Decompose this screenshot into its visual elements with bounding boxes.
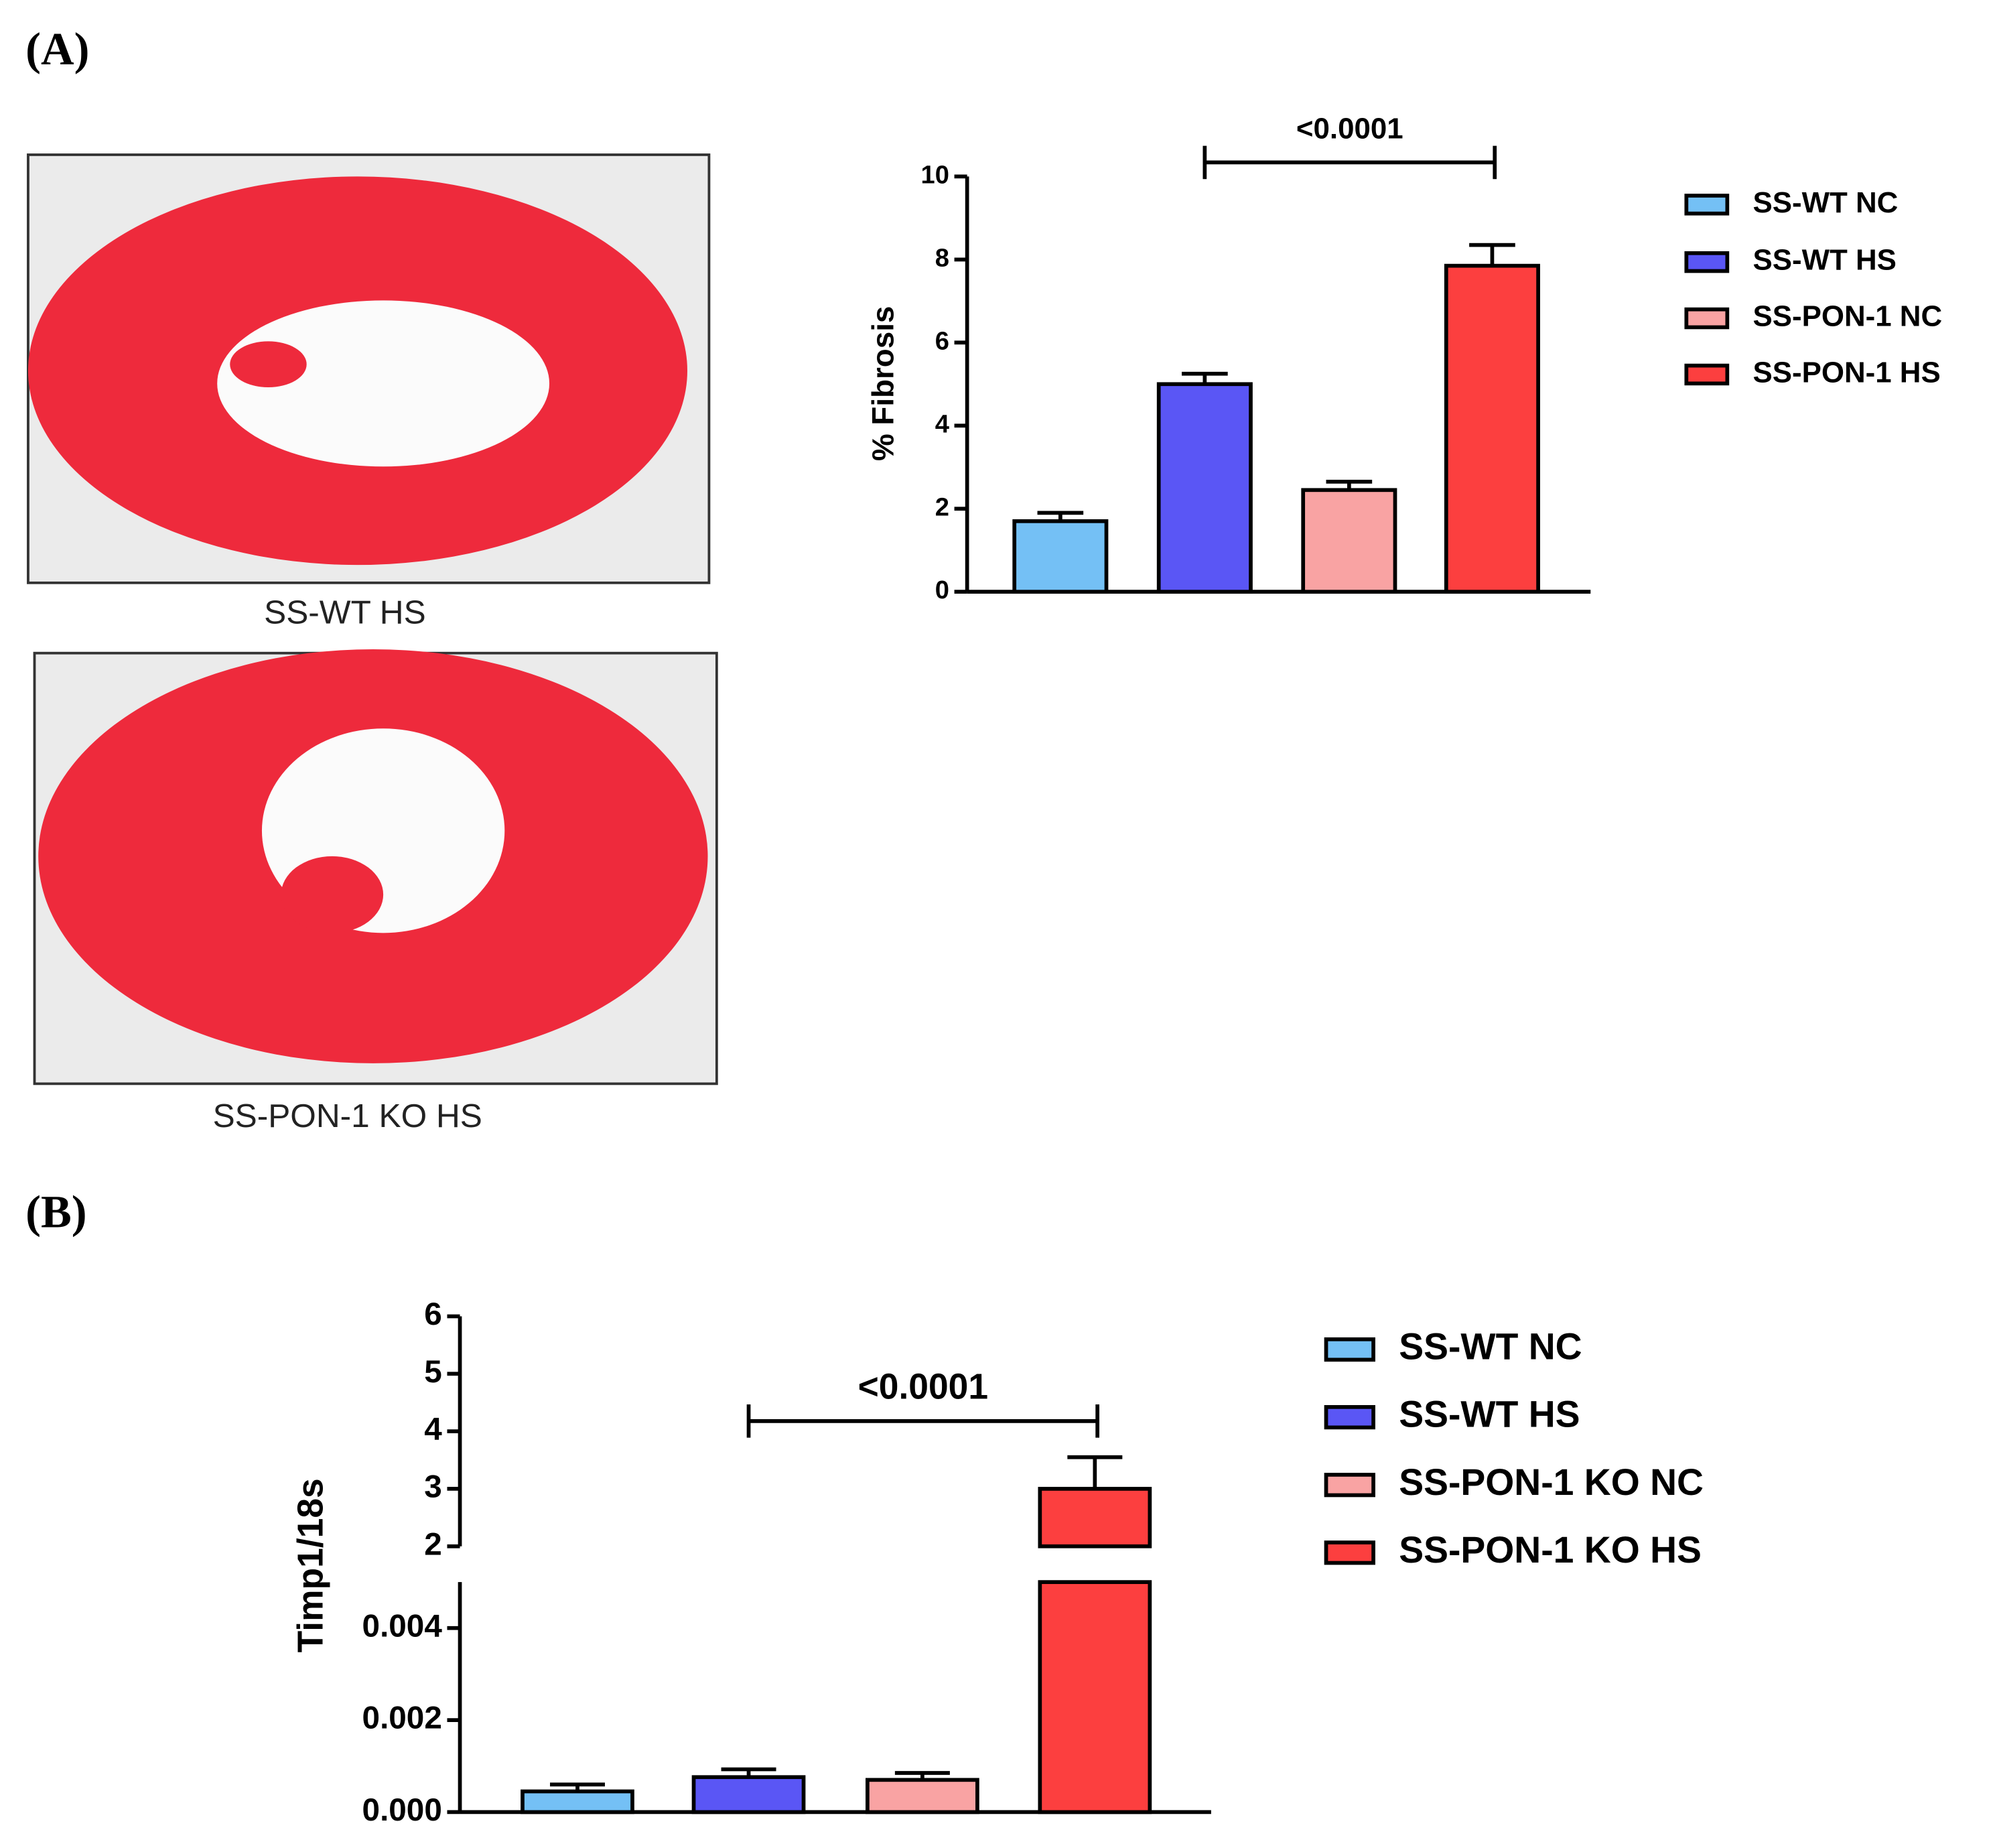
y-tick-label: 3 — [424, 1469, 442, 1505]
panel-label: (B) — [25, 1186, 87, 1237]
y-tick-label: 0.000 — [362, 1792, 442, 1828]
legend-swatch — [1324, 1405, 1375, 1430]
legend-label: SS-PON-1 KO NC — [1399, 1461, 1704, 1503]
legend-swatch — [1324, 1540, 1375, 1565]
y-tick-label: 0 — [935, 576, 949, 604]
bar — [691, 1775, 806, 1814]
legend-swatch — [1684, 307, 1730, 330]
legend-label: SS-WT NC — [1399, 1326, 1582, 1368]
significance-label: <0.0001 — [858, 1367, 988, 1406]
legend-label: SS-PON-1 NC — [1753, 300, 1942, 333]
legend-swatch — [1324, 1473, 1375, 1498]
y-axis-label: % Fibrosis — [866, 306, 900, 461]
image-caption: SS-PON-1 KO HS — [213, 1097, 482, 1134]
bar — [521, 1789, 634, 1814]
y-tick-label: 10 — [921, 160, 949, 189]
bar — [1038, 1487, 1152, 1548]
y-tick-label: 5 — [424, 1354, 442, 1390]
legend-label: SS-PON-1 KO HS — [1399, 1529, 1702, 1571]
legend-swatch — [1684, 251, 1730, 273]
y-tick-label: 8 — [935, 243, 949, 272]
bar — [1038, 1580, 1152, 1814]
legend-label: SS-WT NC — [1753, 186, 1898, 219]
histology-image — [33, 649, 718, 1085]
legend-label: SS-WT HS — [1753, 244, 1896, 277]
y-tick-label: 2 — [935, 492, 949, 521]
y-tick-label: 0.004 — [362, 1608, 443, 1644]
y-tick-label: 0.002 — [362, 1701, 442, 1736]
legend-label: SS-PON-1 HS — [1753, 356, 1940, 389]
y-axis-label: Timp1/18s — [291, 1478, 330, 1652]
y-tick-label: 4 — [935, 409, 949, 438]
panel-label: (A) — [25, 23, 89, 74]
bar — [1012, 519, 1109, 594]
legend-swatch — [1684, 194, 1730, 216]
y-tick-label: 2 — [424, 1526, 442, 1562]
bar — [1156, 382, 1253, 594]
y-tick-label: 6 — [424, 1297, 442, 1332]
legend-swatch — [1684, 363, 1730, 386]
y-tick-label: 4 — [424, 1412, 442, 1447]
histology-image — [27, 153, 711, 584]
bar — [866, 1778, 979, 1814]
y-tick-label: 6 — [935, 326, 949, 355]
bar — [1444, 263, 1540, 594]
legend-swatch — [1324, 1337, 1375, 1362]
legend-label: SS-WT HS — [1399, 1394, 1580, 1435]
significance-label: <0.0001 — [1296, 112, 1403, 145]
bar — [1301, 488, 1397, 594]
image-caption: SS-WT HS — [264, 594, 425, 631]
